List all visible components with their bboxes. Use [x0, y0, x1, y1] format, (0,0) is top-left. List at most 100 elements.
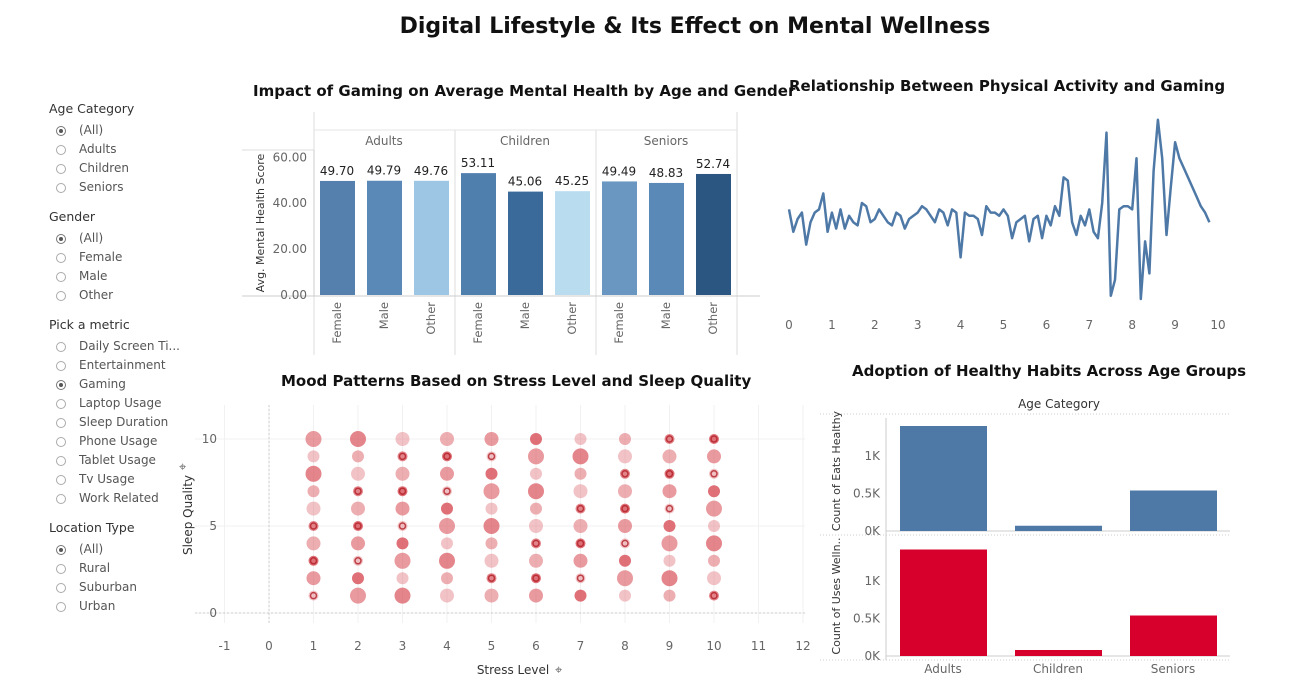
filter-option-label: Tablet Usage	[79, 453, 156, 467]
bar	[900, 549, 987, 656]
scatter-point	[395, 432, 410, 446]
filter-option-label: Suburban	[79, 580, 137, 594]
y-tick-label: 1K	[864, 574, 881, 588]
filter-option[interactable]: Daily Screen Ti...	[56, 337, 180, 356]
y-tick-label: 40.00	[273, 196, 307, 210]
radio-icon[interactable]	[56, 563, 66, 574]
bar	[414, 180, 449, 295]
bar	[367, 180, 402, 295]
x-tick-label: Female	[612, 302, 626, 344]
x-tick-label: 4	[443, 639, 451, 653]
x-tick-label: 5	[488, 639, 496, 653]
scatter-point	[395, 466, 410, 481]
x-tick-label: 2	[871, 318, 879, 332]
scatter-point-ring	[398, 452, 407, 461]
scatter-point	[396, 537, 409, 550]
filter-option[interactable]: Laptop Usage	[56, 394, 162, 413]
radio-icon[interactable]	[56, 271, 66, 282]
filter-title: Gender	[49, 209, 96, 224]
y-axis-title: Count of Uses Welln..	[830, 537, 843, 654]
radio-icon[interactable]	[56, 341, 66, 352]
scatter-point	[706, 500, 722, 517]
radio-icon[interactable]	[56, 601, 66, 612]
filter-option[interactable]: (All)	[56, 540, 103, 559]
filter-option[interactable]: Phone Usage	[56, 432, 157, 451]
y-tick-label: 60.00	[273, 150, 307, 164]
filter-option[interactable]: (All)	[56, 121, 103, 140]
radio-icon[interactable]	[56, 182, 66, 193]
filter-option[interactable]: Tv Usage	[56, 470, 135, 489]
filter-title: Location Type	[49, 520, 135, 535]
scatter-point	[306, 501, 321, 516]
radio-icon[interactable]	[56, 233, 66, 244]
radio-icon[interactable]	[56, 582, 66, 593]
filter-option[interactable]: Other	[56, 286, 113, 305]
gaming-chart-title: Impact of Gaming on Average Mental Healt…	[253, 82, 796, 100]
filter-option[interactable]: Entertainment	[56, 356, 166, 375]
y-tick-label: 0.5K	[853, 612, 881, 626]
radio-icon[interactable]	[56, 493, 66, 504]
y-tick-label: 1K	[864, 449, 881, 463]
filter-option[interactable]: Work Related	[56, 489, 159, 508]
x-tick-label: Adults	[924, 662, 962, 676]
x-tick-label: Children	[1033, 662, 1083, 676]
radio-icon[interactable]	[56, 379, 66, 390]
radio-icon[interactable]	[56, 436, 66, 447]
scatter-point	[574, 589, 587, 602]
scatter-point	[662, 484, 677, 499]
x-axis-title: Stress Level	[477, 663, 549, 677]
scatter-point-ring	[576, 574, 585, 582]
scatter-point-ring	[354, 557, 362, 565]
scatter-point-ring	[665, 435, 674, 443]
scatter-point	[619, 589, 631, 602]
x-tick-label: Male	[518, 302, 532, 329]
scatter-point	[530, 433, 542, 445]
scatter-point	[529, 588, 543, 603]
filter-option[interactable]: Sleep Duration	[56, 413, 168, 432]
x-tick-label: Other	[706, 302, 720, 335]
scatter-point	[574, 433, 587, 445]
scatter-point-ring	[710, 435, 718, 443]
bar	[649, 182, 684, 295]
scatter-point	[530, 502, 542, 515]
radio-icon[interactable]	[56, 544, 66, 555]
x-tick-label: Other	[424, 302, 438, 335]
radio-icon[interactable]	[56, 144, 66, 155]
radio-icon[interactable]	[56, 163, 66, 174]
filter-option[interactable]: Female	[56, 248, 122, 267]
radio-icon[interactable]	[56, 455, 66, 466]
filter-option[interactable]: Gaming	[56, 375, 126, 394]
scatter-point	[619, 554, 631, 567]
filter-option[interactable]: Suburban	[56, 578, 137, 597]
filter-option[interactable]: Seniors	[56, 178, 123, 197]
radio-icon[interactable]	[56, 125, 66, 136]
filter-option[interactable]: Rural	[56, 559, 110, 578]
scatter-point	[307, 450, 320, 463]
filter-option-label: Entertainment	[79, 358, 166, 372]
radio-icon[interactable]	[56, 398, 66, 409]
scatter-point	[707, 571, 721, 586]
radio-icon[interactable]	[56, 474, 66, 485]
scatter-point	[485, 502, 498, 515]
scatter-point	[439, 552, 455, 569]
x-tick-label: 6	[1043, 318, 1051, 332]
filter-option[interactable]: Male	[56, 267, 107, 286]
y-axis-title: Avg. Mental Health Score	[254, 153, 267, 292]
radio-icon[interactable]	[56, 417, 66, 428]
filter-option[interactable]: (All)	[56, 229, 103, 248]
filter-option[interactable]: Urban	[56, 597, 115, 616]
filter-option[interactable]: Adults	[56, 140, 117, 159]
radio-icon[interactable]	[56, 290, 66, 301]
filter-option[interactable]: Children	[56, 159, 129, 178]
filter-option-label: (All)	[79, 231, 104, 245]
filter-option[interactable]: Tablet Usage	[56, 451, 156, 470]
scatter-point	[485, 537, 498, 550]
scatter-point	[528, 448, 544, 465]
radio-icon[interactable]	[56, 252, 66, 263]
scatter-point	[394, 552, 411, 569]
scatter-point	[483, 483, 500, 500]
radio-icon[interactable]	[56, 360, 66, 371]
scatter-point	[350, 431, 366, 447]
scatter-point	[617, 570, 633, 587]
